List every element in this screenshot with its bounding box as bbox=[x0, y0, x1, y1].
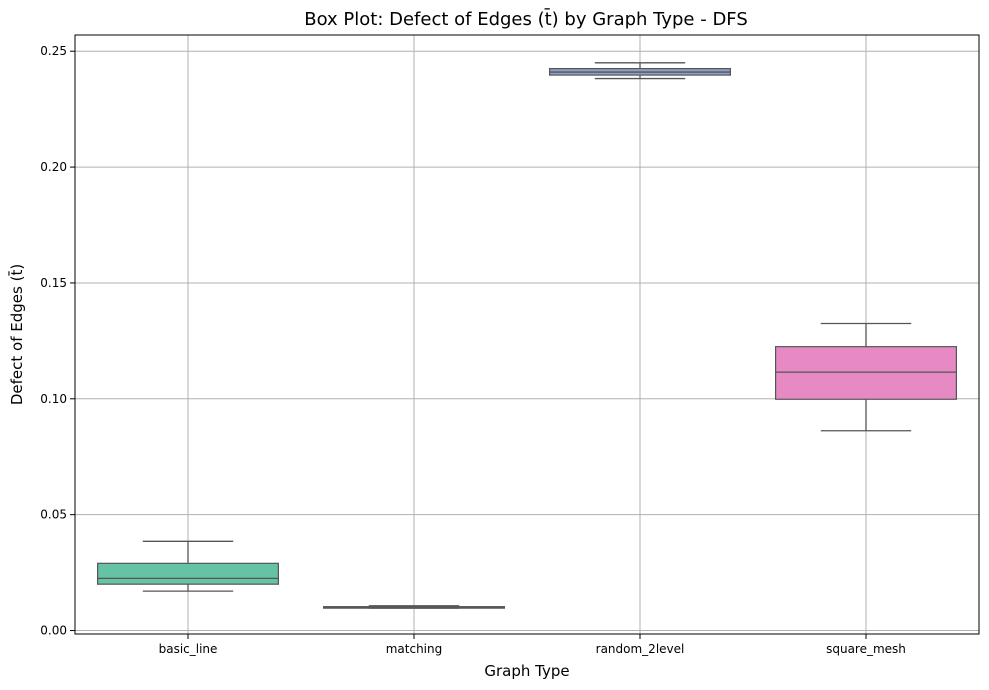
box-basic-line bbox=[96, 540, 280, 592]
iqr-box bbox=[96, 562, 280, 585]
box-square-mesh bbox=[774, 322, 957, 432]
grid-layer bbox=[75, 35, 979, 634]
box-matching bbox=[323, 605, 506, 609]
y-axis-label: Defect of Edges (t̄) bbox=[7, 264, 26, 405]
y-tick-label: 0.20 bbox=[40, 160, 67, 174]
y-tick-label: 0.15 bbox=[40, 276, 67, 290]
x-tick-label-square-mesh: square_mesh bbox=[826, 642, 906, 656]
iqr-box bbox=[774, 346, 957, 400]
x-tick-label-basic-line: basic_line bbox=[159, 642, 218, 656]
x-tick-label-matching: matching bbox=[386, 642, 443, 656]
y-tick-label: 0.05 bbox=[40, 508, 67, 522]
x-tick-label-random-2level: random_2level bbox=[596, 642, 685, 656]
x-axis-label: Graph Type bbox=[484, 662, 569, 680]
tick-layer: 0.00 0.05 0.10 0.15 0.20 0.25 basic_line matchi… bbox=[40, 44, 906, 656]
chart-title: Box Plot: Defect of Edges (t̄) by Graph … bbox=[304, 8, 748, 30]
plot-frame bbox=[74, 34, 980, 635]
box-layer bbox=[96, 62, 957, 609]
box-random-2level bbox=[548, 62, 731, 80]
y-tick-label: 0.10 bbox=[40, 392, 67, 406]
y-tick-label: 0.25 bbox=[40, 44, 67, 58]
y-tick-label: 0.00 bbox=[40, 624, 67, 638]
